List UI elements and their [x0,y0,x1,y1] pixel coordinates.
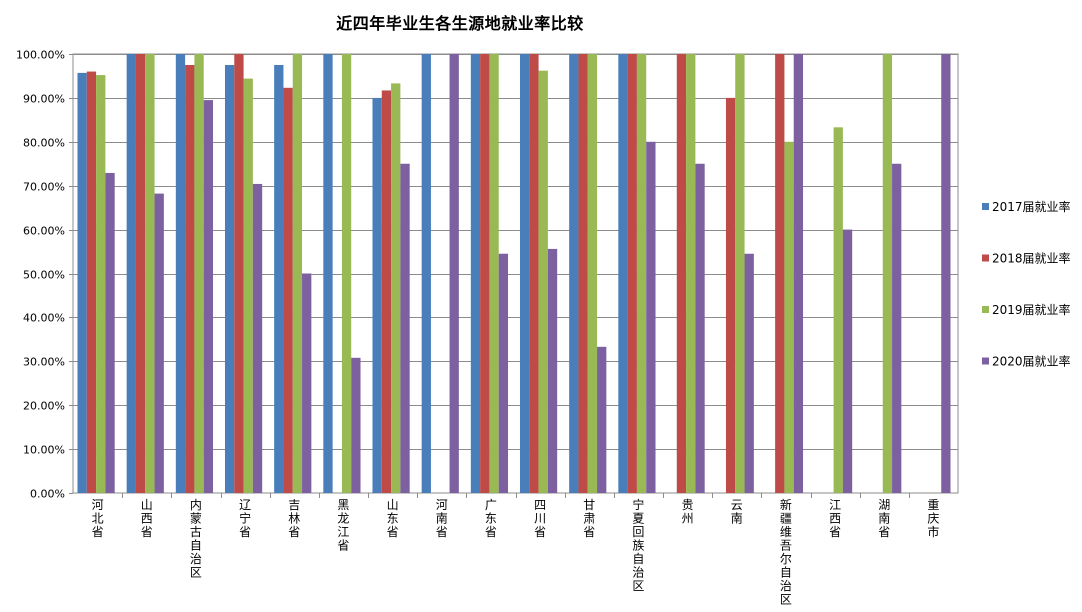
y-tick-label: 70.00% [23,181,65,194]
bar [341,54,352,493]
bar [105,172,115,493]
bar [86,71,97,493]
bar [833,127,843,493]
bar [793,54,804,493]
bar [135,54,146,493]
bar [185,64,195,493]
legend-label: 2020届就业率 [992,354,1071,369]
x-category-label: 重庆市 [927,498,939,539]
bar [519,54,530,493]
bar [735,54,745,493]
x-category-label: 新疆维吾尔自治区 [780,497,792,607]
bar [351,357,361,493]
bar [775,54,785,493]
x-category-label: 吉林省 [288,498,300,539]
bar [676,54,687,493]
bar [96,75,106,493]
bar [145,54,155,493]
x-category-label: 宁夏回族自治区 [632,497,644,593]
y-tick-label: 50.00% [23,269,65,282]
x-category-label: 山东省 [387,498,399,539]
x-category-label: 江西省 [829,498,841,539]
bar [400,163,410,493]
legend-swatch [982,254,989,262]
bar [77,72,87,493]
y-tick-label: 20.00% [23,400,65,413]
bar [842,229,853,493]
y-tick-label: 30.00% [23,356,65,369]
x-category-label: 黑龙江省 [337,498,349,553]
bar [882,54,893,493]
bar [941,54,951,493]
y-tick-label: 100.00% [16,49,65,62]
bar [154,193,164,493]
bar [372,97,382,494]
bar [283,87,293,494]
bar [686,54,696,493]
y-tick-label: 60.00% [23,225,65,238]
bar [175,54,186,493]
legend-swatch [982,203,989,210]
bar [234,54,244,493]
x-category-label: 山西省 [141,498,153,539]
bar [538,70,548,494]
x-category-label: 广东省 [485,498,497,539]
bar [695,163,705,493]
x-category-label: 河北省 [92,498,104,539]
bar [126,54,136,493]
bar [449,54,459,493]
bar [627,54,637,493]
x-category-label: 辽宁省 [239,498,251,539]
bar [569,54,579,493]
bar [636,54,647,493]
bar [224,64,235,493]
legend-label: 2018届就业率 [992,251,1071,266]
bar [470,54,481,493]
bar [323,54,333,493]
legend-swatch [982,306,989,313]
x-category-label: 四川省 [534,498,546,539]
bar [529,54,539,493]
bar [646,141,656,494]
x-category-label: 云南 [731,498,743,526]
bar [744,253,754,493]
bar [587,54,598,493]
bar [480,54,490,493]
bar [194,54,204,493]
bar [892,163,902,493]
y-tick-label: 40.00% [23,312,65,325]
bar [597,346,607,493]
bar [302,273,312,493]
bar [421,54,431,493]
y-tick-label: 10.00% [23,444,65,457]
bar [578,54,588,493]
bar [498,253,509,493]
bar [784,141,794,494]
bar [274,64,284,493]
bar [618,54,628,493]
bar [547,248,558,493]
bar [391,83,401,493]
legend-label: 2019届就业率 [992,302,1071,317]
y-tick-label: 90.00% [23,93,65,106]
bar [292,54,303,493]
chart-title: 近四年毕业生各生源地就业率比较 [336,14,584,33]
x-category-label: 贵州 [682,498,694,526]
bar [243,78,253,493]
y-tick-label: 0.00% [30,488,65,501]
bar [489,54,499,493]
x-category-label: 内蒙古自治区 [190,498,202,580]
legend-swatch [982,357,989,365]
x-category-label: 甘肃省 [583,498,595,539]
y-tick-label: 80.00% [23,137,65,150]
legend-label: 2017届就业率 [992,199,1071,214]
bar [203,100,214,493]
bar [381,90,392,493]
x-category-label: 河南省 [436,498,448,539]
bar [252,183,263,493]
bar [725,97,736,494]
x-category-label: 湖南省 [878,497,890,539]
